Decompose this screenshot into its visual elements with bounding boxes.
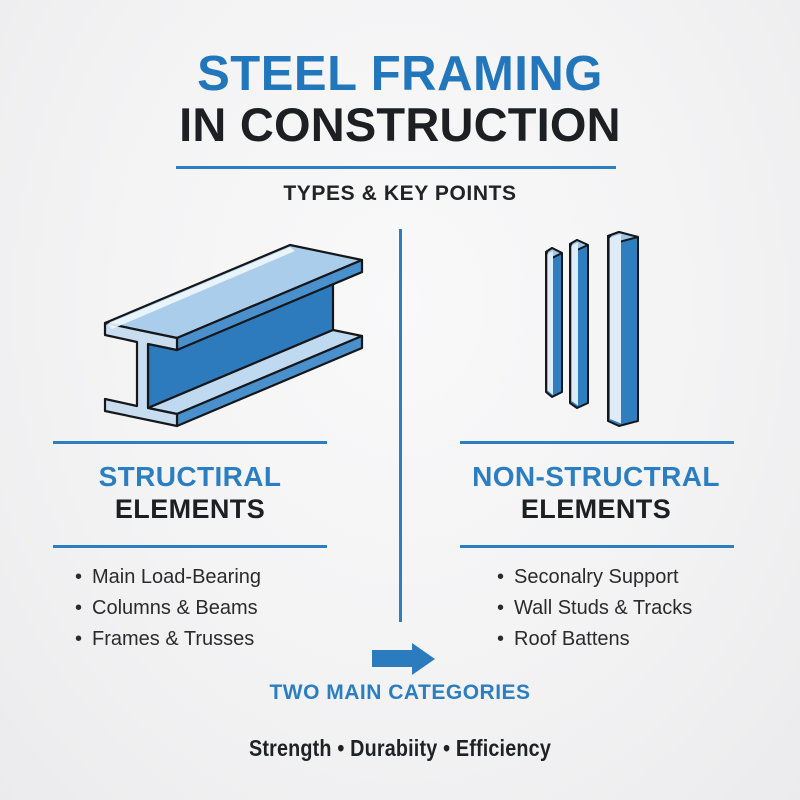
- left-column-heading: STRUCTIRAL ELEMENTS: [40, 460, 340, 526]
- right-heading-line2: ELEMENTS: [520, 494, 672, 524]
- footer-tagline: Strength • Durabiity • Efficiency: [249, 735, 551, 761]
- right-bullet-list: Seconalry Support Wall Studs & Tracks Ro…: [497, 562, 692, 655]
- left-heading-line2: ELEMENTS: [114, 494, 266, 524]
- list-item: Columns & Beams: [75, 593, 261, 624]
- categories-label: TWO MAIN CATEGORIES: [269, 681, 531, 704]
- steel-studs-illustration: [545, 231, 639, 427]
- right-arrow-icon: [372, 643, 435, 675]
- list-item: Roof Battens: [497, 624, 692, 655]
- list-item: Main Load-Bearing: [75, 562, 261, 593]
- left-bullet-list: Main Load-Bearing Columns & Beams Frames…: [75, 562, 261, 655]
- column-divider: [399, 229, 402, 622]
- left-heading-line1: STRUCTIRAL: [98, 461, 282, 492]
- page-title-line2: IN CONSTRUCTION: [179, 98, 621, 151]
- list-item: Wall Studs & Tracks: [497, 593, 692, 624]
- list-item: Seconalry Support: [497, 562, 692, 593]
- right-heading-rule-top: [460, 441, 734, 444]
- right-heading-line1: NON-STRUCTRAL: [472, 461, 720, 492]
- list-item: Frames & Trusses: [75, 624, 261, 655]
- right-heading-rule-bottom: [460, 545, 734, 548]
- left-heading-rule-top: [53, 441, 327, 444]
- i-beam-illustration: [103, 243, 364, 428]
- left-heading-rule-bottom: [53, 545, 327, 548]
- right-column-heading: NON-STRUCTRAL ELEMENTS: [446, 460, 746, 526]
- page-title-line1: STEEL FRAMING: [197, 47, 603, 101]
- page-subtitle: TYPES & KEY POINTS: [283, 182, 517, 205]
- title-underline: [176, 166, 616, 169]
